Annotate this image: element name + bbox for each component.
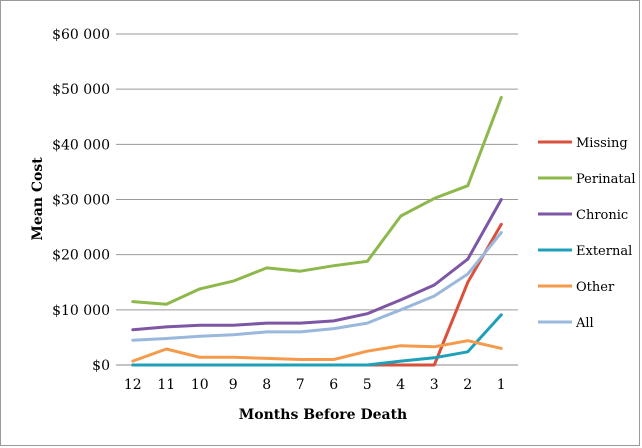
legend-label-other: Other <box>576 280 615 295</box>
x-tick-labels: 12 11 10 9 8 7 6 5 4 3 2 1 <box>124 377 506 393</box>
x-tick-label: 2 <box>463 377 472 393</box>
x-tick-label: 7 <box>296 377 305 393</box>
series-line-all <box>131 231 503 342</box>
x-axis-title: Months Before Death <box>239 407 407 423</box>
y-axis-title: Mean Cost <box>30 157 46 241</box>
x-tick-label: 9 <box>229 377 238 393</box>
x-tick-label: 3 <box>430 377 439 393</box>
x-tick-label: 5 <box>363 377 372 393</box>
x-tick-label: 10 <box>191 377 209 393</box>
x-tick-label: 1 <box>497 377 506 393</box>
series-line-perinatal <box>131 95 503 306</box>
y-tick-label: $10 000 <box>52 303 110 319</box>
legend: Missing Perinatal Chronic External Other All <box>538 136 635 331</box>
x-tick-label: 8 <box>262 377 271 393</box>
gridlines <box>116 33 518 366</box>
y-tick-label: $0 <box>92 358 110 374</box>
x-tick-label: 4 <box>396 377 405 393</box>
series-lines <box>131 95 503 367</box>
y-tick-label: $20 000 <box>52 248 110 264</box>
legend-label-chronic: Chronic <box>576 208 628 223</box>
x-tick-label: 6 <box>329 377 338 393</box>
x-tick-label: 11 <box>157 377 175 393</box>
series-line-other <box>131 339 503 363</box>
y-tick-label: $40 000 <box>52 137 110 153</box>
x-tick-label: 12 <box>124 377 142 393</box>
series-line-external <box>131 313 503 367</box>
series-line-chronic <box>131 198 503 332</box>
legend-label-missing: Missing <box>576 136 628 151</box>
y-tick-label: $50 000 <box>52 82 110 98</box>
y-tick-label: $60 000 <box>52 27 110 43</box>
legend-label-all: All <box>575 316 594 331</box>
legend-label-perinatal: Perinatal <box>576 172 635 187</box>
y-tick-label: $30 000 <box>52 193 110 209</box>
legend-label-external: External <box>576 244 632 259</box>
y-tick-labels: $0 $10 000 $20 000 $30 000 $40 000 $50 000 $60… <box>52 27 110 374</box>
